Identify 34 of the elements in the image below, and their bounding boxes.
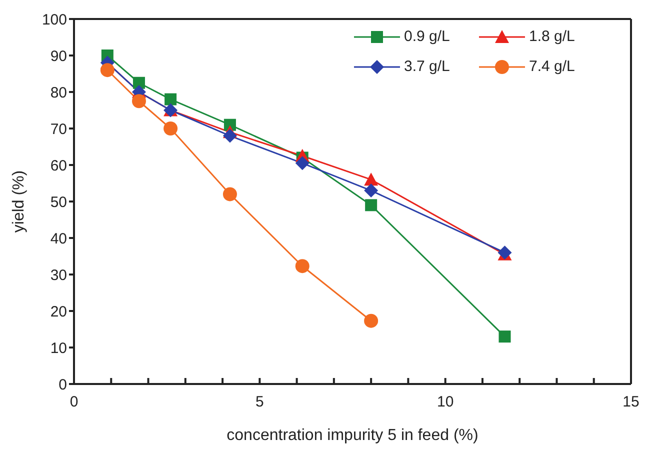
y-axis-title: yield (%)	[10, 170, 28, 233]
y-tick-label: 20	[50, 303, 67, 320]
y-tick-label: 60	[50, 157, 67, 174]
y-tick-label: 0	[58, 376, 67, 394]
point	[164, 122, 178, 136]
point	[364, 184, 378, 198]
y-tick-label: 90	[50, 48, 67, 65]
point	[295, 259, 310, 274]
point	[132, 94, 146, 108]
point	[222, 187, 237, 202]
x-axis-title: concentration impurity 5 in feed (%)	[226, 427, 478, 444]
legend-label: 0.9 g/L	[404, 27, 450, 47]
y-tick-label: 50	[50, 194, 67, 211]
y-tick-label: 30	[50, 266, 67, 284]
point	[498, 330, 511, 343]
point	[222, 128, 237, 143]
y-tick-label: 10	[50, 340, 67, 357]
point	[295, 156, 310, 170]
y-tick-label: 80	[50, 84, 67, 102]
x-tick-label: 0	[70, 394, 78, 411]
legend-label: 7.4 g/L	[529, 57, 575, 77]
y-tick-label: 70	[50, 120, 67, 138]
point	[100, 63, 114, 78]
point	[365, 199, 378, 212]
y-tick-label: 100	[42, 11, 67, 28]
point	[164, 93, 177, 106]
point	[364, 314, 378, 328]
x-tick-label: 5	[255, 394, 264, 411]
y-tick-label: 40	[50, 230, 67, 248]
legend-label: 1.8 g/L	[529, 27, 575, 47]
point	[364, 172, 378, 186]
x-tick-label: 10	[436, 394, 454, 411]
x-tick-label: 15	[622, 394, 640, 411]
legend-label: 3.7 g/L	[404, 57, 450, 77]
